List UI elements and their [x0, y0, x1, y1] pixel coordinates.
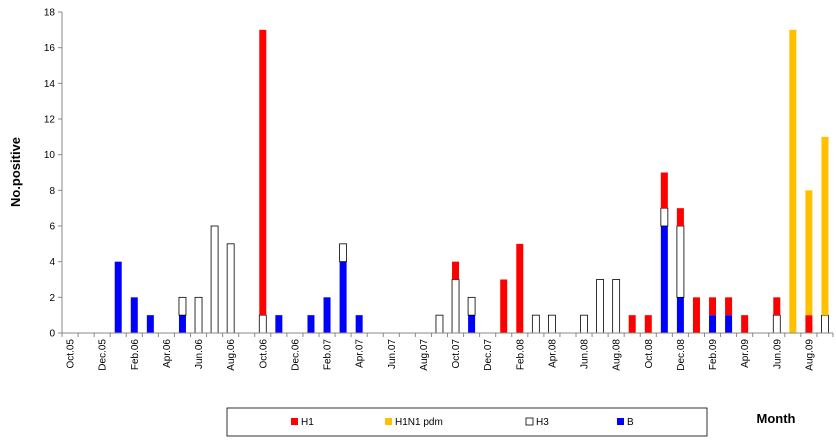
bar-b [146, 315, 154, 333]
y-tick-label: 18 [44, 8, 56, 19]
bar-h3 [435, 314, 444, 334]
bar-h3 [772, 314, 781, 334]
bar-h1 [500, 279, 508, 333]
x-tick-label: Apr.08 [547, 339, 558, 368]
x-axis: Oct.05 Dec.05 Feb.06 Apr.06 Jun.06 Aug.06 Oct.… [61, 332, 834, 371]
bar-h1n1-pdm [805, 190, 813, 316]
bar-h3 [580, 314, 588, 334]
bar-b [709, 315, 717, 333]
x-tick-label: Jun.08 [580, 339, 591, 369]
bar-h1n1-pdm [789, 29, 797, 333]
bar-b [676, 297, 684, 333]
x-tick-label: Jun.06 [194, 339, 205, 369]
bar-h3 [226, 243, 235, 334]
x-tick-label: Apr.06 [162, 339, 173, 368]
bar-b [130, 297, 138, 333]
x-tick-label: Dec.06 [290, 339, 301, 371]
bar-b [355, 315, 363, 333]
x-tick-label: Apr.07 [355, 339, 366, 368]
x-tick-label: Apr.09 [740, 339, 751, 368]
y-tick-label: 6 [49, 222, 55, 233]
x-tick-label: Dec.08 [676, 339, 687, 371]
bar-h3 [210, 225, 219, 334]
legend-label: B [627, 417, 634, 428]
x-tick-label: Aug.08 [612, 339, 623, 371]
bar-b [178, 315, 186, 333]
x-tick-label: Feb.09 [708, 339, 719, 371]
bar-h1 [628, 315, 636, 333]
y-tick-label: 12 [44, 115, 56, 126]
x-tick-label: Feb.06 [130, 339, 141, 371]
legend-label: H3 [536, 417, 549, 428]
bar-b [660, 226, 668, 333]
y-tick-label: 10 [44, 150, 56, 161]
bar-h1 [644, 315, 652, 333]
legend-swatch [617, 418, 624, 425]
y-tick-label: 0 [49, 329, 55, 340]
x-tick-label: Aug.07 [419, 339, 430, 371]
x-tick-label: Aug.06 [226, 339, 237, 371]
x-tick-label: Dec.07 [483, 339, 494, 371]
bar-h3 [821, 314, 829, 334]
x-axis-title: Month [757, 411, 796, 426]
bar-h1 [692, 297, 700, 333]
bar-h3 [339, 243, 347, 263]
bar-h3 [467, 296, 476, 316]
x-tick-label: Oct.06 [258, 339, 269, 369]
bar-b [468, 315, 476, 333]
bar-b [307, 315, 315, 333]
y-axis: 0 2 4 6 8 10 12 14 16 18 [44, 8, 63, 340]
bar-h1n1-pdm [821, 136, 829, 316]
bar-h1 [741, 315, 749, 333]
y-tick-label: 14 [44, 79, 56, 90]
bar-h3 [531, 314, 540, 334]
bar-h3 [660, 207, 669, 227]
bar-h3 [612, 279, 621, 334]
bar-h1 [773, 297, 781, 316]
bar-h3 [596, 279, 604, 334]
bar-h1 [805, 315, 813, 333]
legend-swatch [291, 418, 298, 425]
y-tick-label: 8 [49, 186, 55, 197]
bar-h1 [452, 261, 460, 280]
legend-box [226, 407, 708, 437]
x-tick-label: Jun.07 [387, 339, 398, 369]
legend-swatch [385, 418, 392, 425]
legend-swatch [525, 417, 534, 426]
bar-b [275, 315, 283, 333]
bar-h3 [178, 296, 187, 316]
y-tick-label: 4 [49, 257, 55, 268]
bar-b [114, 261, 122, 333]
y-tick-label: 2 [49, 293, 55, 304]
x-tick-label: Feb.07 [323, 339, 334, 371]
bar-h1 [516, 243, 524, 333]
x-tick-label: Jun.09 [772, 339, 783, 369]
plot-area [114, 29, 829, 334]
bar-h1 [259, 29, 267, 316]
bar-h3 [258, 314, 267, 334]
bar-b [725, 315, 733, 333]
bar-h1 [660, 172, 668, 209]
bar-b [323, 297, 331, 333]
bar-h1 [725, 297, 733, 316]
x-tick-label: Dec.05 [98, 339, 109, 371]
x-tick-label: Oct.05 [66, 339, 77, 369]
bar-h3 [451, 279, 460, 334]
x-tick-label: Aug.09 [804, 339, 815, 371]
bar-h3 [548, 314, 556, 334]
bar-h3 [676, 225, 685, 298]
x-tick-label: Feb.08 [515, 339, 526, 371]
legend: H1 H1N1 pdm H3 B [226, 407, 708, 437]
bar-b [339, 261, 347, 333]
legend-label: H1N1 pdm [395, 417, 443, 428]
x-tick-label: Oct.08 [644, 339, 655, 369]
bar-h1 [709, 297, 717, 316]
x-tick-label: Oct.07 [451, 339, 462, 369]
bar-h1 [676, 208, 684, 226]
bar-h3 [194, 296, 203, 334]
y-axis-title: No.positive [8, 137, 23, 207]
legend-label: H1 [301, 417, 314, 428]
y-tick-label: 16 [44, 43, 56, 54]
